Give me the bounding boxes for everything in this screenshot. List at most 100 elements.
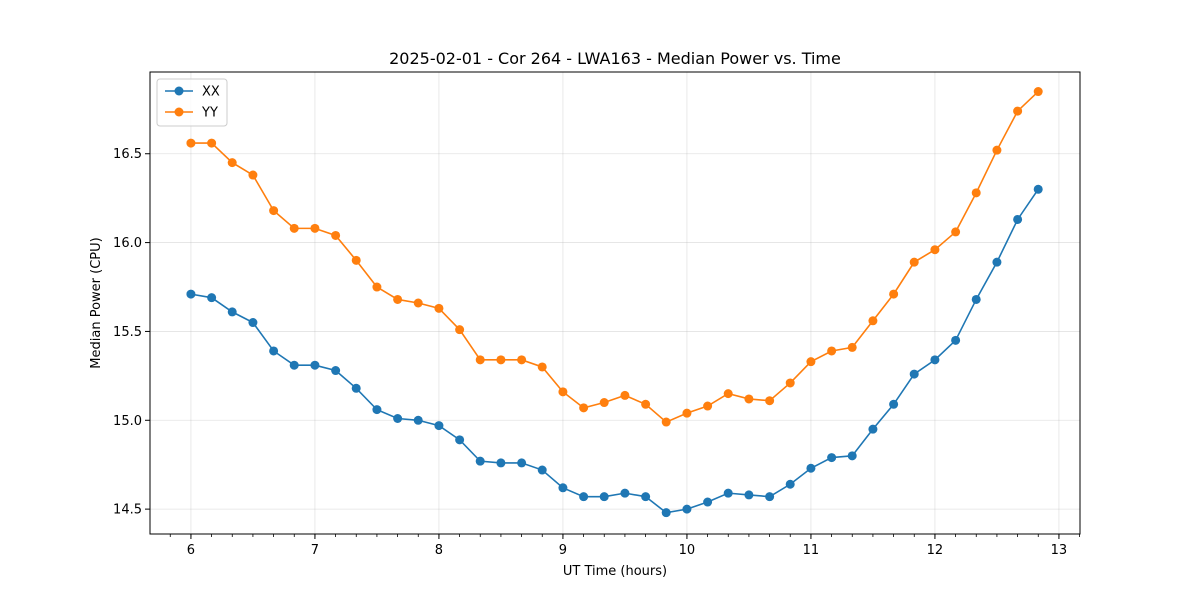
- x-tick-label: 11: [803, 543, 820, 558]
- data-point-xx: [889, 399, 899, 409]
- data-point-xx: [434, 421, 444, 431]
- data-point-yy: [517, 355, 527, 365]
- y-axis-label: Median Power (CPU): [89, 237, 104, 368]
- data-point-yy: [207, 138, 217, 148]
- data-point-xx: [579, 492, 589, 502]
- data-point-xx: [413, 415, 423, 425]
- data-point-xx: [661, 508, 671, 518]
- data-point-xx: [186, 289, 196, 299]
- legend-marker-xx: [174, 86, 184, 96]
- data-point-yy: [641, 399, 651, 409]
- y-tick-label: 16.5: [113, 147, 142, 162]
- data-point-xx: [372, 405, 382, 415]
- data-point-xx: [455, 435, 465, 445]
- legend-label-xx: XX: [202, 85, 220, 100]
- data-point-xx: [641, 492, 651, 502]
- plot-frame: [149, 71, 1081, 535]
- data-point-yy: [186, 138, 196, 148]
- x-axis: 6 7 8 9 10 11 12 13: [169, 534, 1080, 558]
- data-point-yy: [785, 378, 795, 388]
- data-point-xx: [806, 463, 816, 473]
- data-point-xx: [909, 369, 919, 379]
- data-point-xx: [475, 456, 485, 466]
- legend-marker-yy: [174, 107, 184, 117]
- x-axis-label: UT Time (hours): [563, 564, 667, 579]
- data-point-yy: [413, 298, 423, 308]
- data-point-xx: [827, 453, 837, 463]
- data-point-yy: [227, 158, 237, 168]
- chart-title: 2025-02-01 - Cor 264 - LWA163 - Median P…: [389, 49, 841, 68]
- data-point-xx: [517, 458, 527, 468]
- data-point-yy: [971, 188, 981, 198]
- data-point-yy: [579, 403, 589, 413]
- x-tick-label: 6: [187, 543, 195, 558]
- y-tick-label: 16.0: [113, 236, 142, 251]
- data-point-xx: [496, 458, 506, 468]
- data-point-xx: [248, 318, 258, 328]
- data-point-yy: [620, 390, 630, 400]
- data-point-xx: [207, 293, 217, 303]
- data-point-yy: [434, 303, 444, 313]
- data-point-xx: [723, 488, 733, 498]
- data-point-yy: [475, 355, 485, 365]
- data-point-xx: [558, 483, 568, 493]
- data-point-xx: [620, 488, 630, 498]
- y-tick-label: 15.0: [113, 414, 142, 429]
- data-point-yy: [393, 294, 403, 304]
- data-point-xx: [269, 346, 279, 356]
- data-point-yy: [765, 396, 775, 406]
- data-point-xx: [992, 257, 1002, 267]
- x-tick-label: 10: [679, 543, 696, 558]
- data-point-yy: [455, 325, 465, 335]
- x-tick-label: 12: [927, 543, 944, 558]
- data-point-xx: [393, 414, 403, 423]
- series-layer: [186, 87, 1043, 518]
- data-point-yy: [806, 357, 816, 367]
- data-point-xx: [744, 490, 754, 500]
- y-tick-label: 15.5: [113, 325, 142, 340]
- data-point-xx: [785, 479, 795, 489]
- x-tick-label: 13: [1051, 543, 1068, 558]
- data-point-yy: [827, 346, 837, 356]
- grid: [150, 72, 1080, 534]
- x-tick-label: 7: [311, 543, 319, 558]
- data-point-xx: [703, 497, 713, 507]
- data-point-yy: [558, 387, 568, 397]
- data-point-yy: [951, 227, 961, 237]
- data-point-yy: [372, 282, 382, 292]
- data-point-xx: [331, 366, 341, 376]
- data-point-yy: [351, 255, 361, 265]
- data-point-xx: [682, 504, 692, 514]
- data-point-yy: [909, 257, 919, 267]
- data-point-yy: [310, 223, 320, 233]
- data-point-yy: [868, 316, 878, 326]
- data-point-xx: [951, 335, 961, 345]
- data-point-xx: [765, 492, 775, 502]
- legend: XX YY: [156, 78, 228, 127]
- data-point-xx: [868, 424, 878, 434]
- data-point-yy: [930, 245, 940, 255]
- y-axis: 14.5 15.0 15.5 16.0 16.5: [113, 147, 150, 518]
- data-point-xx: [227, 307, 237, 317]
- data-point-yy: [269, 206, 279, 216]
- data-point-yy: [599, 398, 609, 408]
- y-tick-label: 14.5: [113, 503, 142, 518]
- data-point-yy: [992, 145, 1002, 155]
- data-point-yy: [661, 417, 671, 427]
- data-point-yy: [723, 389, 733, 399]
- data-point-yy: [1013, 106, 1023, 116]
- data-point-xx: [599, 492, 609, 502]
- data-point-xx: [1013, 214, 1023, 224]
- data-point-yy: [889, 289, 899, 299]
- data-point-xx: [1033, 184, 1043, 194]
- x-tick-label: 9: [559, 543, 567, 558]
- x-tick-label: 8: [435, 543, 443, 558]
- data-point-yy: [289, 223, 299, 233]
- data-point-yy: [331, 230, 341, 240]
- data-point-yy: [847, 342, 857, 352]
- data-point-xx: [971, 294, 981, 304]
- data-point-yy: [1033, 87, 1043, 97]
- data-point-yy: [682, 408, 692, 418]
- data-point-xx: [351, 383, 361, 393]
